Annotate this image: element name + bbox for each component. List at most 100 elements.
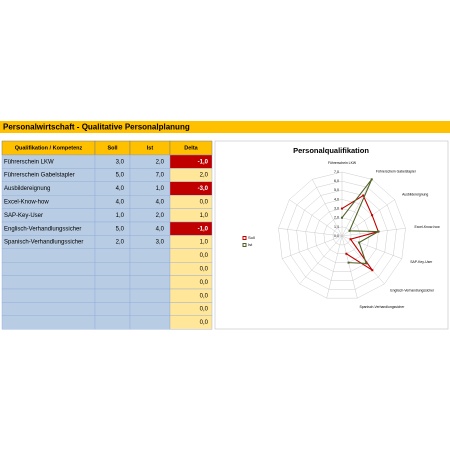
cell-text: 0,0 bbox=[200, 199, 209, 205]
marker bbox=[349, 238, 352, 241]
spoke bbox=[341, 235, 358, 299]
r-tick-label: 5,0 bbox=[334, 188, 339, 192]
spoke bbox=[326, 235, 343, 299]
cell-text: Führerschein LKW bbox=[4, 159, 54, 165]
category-label: Ausbildereignung bbox=[402, 192, 428, 196]
r-tick-label: 6,0 bbox=[334, 179, 339, 183]
cell-text: 3,0 bbox=[116, 159, 125, 165]
category-label: Excel-Know-how bbox=[414, 225, 440, 229]
cell-text: Ausbildereignung bbox=[4, 186, 50, 192]
cell bbox=[129, 262, 171, 276]
title-bar bbox=[0, 121, 450, 133]
spoke bbox=[341, 235, 402, 259]
cell-text: 4,0 bbox=[116, 199, 125, 205]
cell-text: -1,0 bbox=[198, 226, 209, 232]
cell bbox=[1, 275, 96, 290]
cell bbox=[94, 262, 131, 276]
cell bbox=[1, 262, 96, 276]
cell-text: 4,0 bbox=[156, 226, 165, 232]
cell bbox=[1, 302, 96, 316]
spoke bbox=[282, 235, 343, 259]
cell-text: 0,0 bbox=[200, 293, 209, 299]
cell bbox=[94, 221, 131, 236]
cell bbox=[129, 154, 171, 169]
cell bbox=[1, 288, 96, 303]
cell-text: 1,0 bbox=[200, 240, 209, 246]
r-tick-label: 3,0 bbox=[334, 207, 339, 211]
cell bbox=[94, 288, 131, 303]
cell-text: 2,0 bbox=[156, 159, 165, 165]
grid-line bbox=[278, 171, 406, 299]
cell-text: Führerschein Gabelstapler bbox=[4, 173, 75, 179]
grid-line bbox=[287, 180, 397, 290]
marker bbox=[345, 252, 348, 255]
cell-text: 5,0 bbox=[116, 226, 125, 232]
cell-text: 0,0 bbox=[200, 280, 209, 286]
cell bbox=[94, 275, 131, 290]
marker bbox=[348, 229, 351, 232]
chart-title: Personalqualifikation bbox=[293, 146, 369, 155]
cell bbox=[129, 302, 171, 316]
marker bbox=[371, 269, 374, 272]
cell bbox=[129, 208, 171, 223]
cell bbox=[1, 315, 96, 330]
r-tick-label: 0,0 bbox=[334, 234, 339, 238]
category-label: Spanisch-Verhandlungssicher bbox=[359, 305, 405, 309]
cell bbox=[94, 302, 131, 316]
marker bbox=[347, 261, 350, 264]
category-label: Englisch-Verhandlungssicher bbox=[390, 289, 435, 293]
cell-text: 3,0 bbox=[156, 240, 165, 246]
column-header: Soll bbox=[107, 145, 118, 151]
r-tick-label: 7,0 bbox=[334, 170, 339, 174]
r-tick-label: 4,0 bbox=[334, 197, 339, 201]
cell bbox=[129, 248, 171, 263]
cell bbox=[94, 154, 131, 169]
cell-text: 2,0 bbox=[116, 240, 125, 246]
cell-text: 5,0 bbox=[116, 173, 125, 179]
marker bbox=[377, 230, 380, 233]
cell-text: 2,0 bbox=[156, 213, 165, 219]
cell bbox=[129, 194, 171, 209]
spoke bbox=[289, 199, 343, 237]
cell bbox=[1, 248, 96, 263]
legend-swatch bbox=[242, 236, 247, 240]
cell-text: Englisch-Verhandlungssicher bbox=[4, 226, 81, 232]
spoke bbox=[341, 179, 372, 237]
cell-text: SAP-Key-User bbox=[4, 213, 43, 219]
legend-label: Ist bbox=[248, 242, 253, 247]
column-header: Delta bbox=[184, 145, 198, 151]
category-label: SAP-Key-User bbox=[410, 260, 433, 264]
cell bbox=[129, 315, 171, 330]
chart-area bbox=[214, 140, 449, 330]
cell bbox=[129, 235, 171, 249]
cell-text: 1,0 bbox=[156, 186, 165, 192]
spoke bbox=[299, 235, 343, 285]
grid-line bbox=[296, 190, 388, 281]
legend-label: Soll bbox=[248, 235, 255, 240]
spoke bbox=[278, 228, 343, 237]
cell-text: 0,0 bbox=[200, 266, 209, 272]
grid-line bbox=[314, 208, 370, 263]
cell bbox=[94, 194, 131, 209]
cell bbox=[94, 168, 131, 182]
category-label: Führerschein Gabelstapler bbox=[376, 169, 417, 173]
marker bbox=[341, 216, 343, 219]
r-tick-label: 2,0 bbox=[334, 216, 339, 220]
r-tick-label: 1,0 bbox=[334, 225, 339, 229]
cell bbox=[94, 235, 131, 249]
category-label: Führerschein LKW bbox=[328, 161, 357, 165]
cell-text: 4,0 bbox=[156, 199, 165, 205]
cell-text: 1,0 bbox=[116, 213, 125, 219]
cell bbox=[169, 315, 213, 330]
cell-text: 0,0 bbox=[200, 320, 209, 326]
cell-text: Spanisch-Verhandlungssicher bbox=[4, 240, 83, 246]
cell bbox=[129, 181, 171, 196]
spoke bbox=[341, 199, 395, 237]
cell-text: 2,0 bbox=[200, 173, 209, 179]
cell bbox=[129, 221, 171, 236]
cell-text: 4,0 bbox=[116, 186, 125, 192]
cell-text: 0,0 bbox=[200, 253, 209, 259]
cell-text: 1,0 bbox=[200, 213, 209, 219]
